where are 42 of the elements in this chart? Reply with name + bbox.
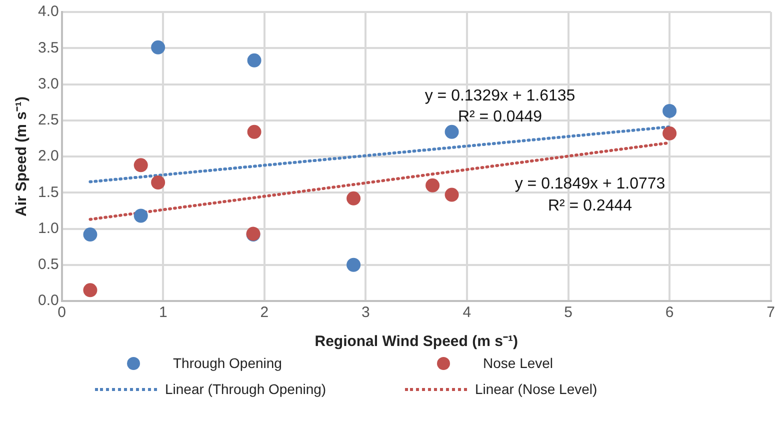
legend-label: Linear (Through Opening) <box>165 381 326 397</box>
x-tick-label: 6 <box>665 304 674 322</box>
x-axis-title: Regional Wind Speed (m s⁻¹) <box>314 333 518 350</box>
x-tick-label: 5 <box>564 304 572 322</box>
point <box>151 40 166 54</box>
legend-label: Through Opening <box>173 355 282 371</box>
x-tick-label: 1 <box>158 304 168 322</box>
point <box>662 126 677 140</box>
point <box>83 228 98 242</box>
annotation: R² = 0.0449 <box>458 108 542 126</box>
x-tick-label: 0 <box>58 304 66 322</box>
y-tick-label: 1.0 <box>38 220 59 237</box>
annotation: R² = 0.2444 <box>548 197 632 214</box>
point <box>134 208 148 223</box>
point <box>662 104 677 118</box>
x-tick-label: 2 <box>260 304 269 322</box>
point <box>346 258 361 272</box>
x-tick-label: 4 <box>462 304 472 322</box>
point <box>247 53 262 68</box>
x-tick-label: 7 <box>766 304 775 322</box>
annotation: y = 0.1849x + 1.0773 <box>514 175 666 192</box>
annotation: y = 0.1329x + 1.6135 <box>424 87 576 104</box>
point <box>134 158 148 172</box>
point <box>247 124 262 139</box>
legend-label: Linear (Nose Level) <box>475 381 598 397</box>
x-tick-label: 3 <box>362 304 370 322</box>
y-tick-label: 3.5 <box>38 39 59 56</box>
y-tick-label: 1.5 <box>38 184 59 201</box>
point <box>151 176 166 190</box>
y-tick-label: 0.5 <box>38 256 59 274</box>
y-tick-label: 0.0 <box>38 292 59 310</box>
y-tick-label: 2.0 <box>38 148 59 165</box>
y-tick-label: 3.0 <box>38 75 59 92</box>
point <box>444 124 459 139</box>
point <box>346 191 361 206</box>
y-axis-title: Air Speed (m s⁻¹) <box>13 96 30 217</box>
point <box>83 283 98 298</box>
y-tick-label: 4.0 <box>38 3 59 20</box>
point <box>426 178 440 192</box>
legend-label: Nose Level <box>483 355 554 371</box>
y-tick-label: 2.5 <box>38 112 59 129</box>
point <box>444 188 459 202</box>
